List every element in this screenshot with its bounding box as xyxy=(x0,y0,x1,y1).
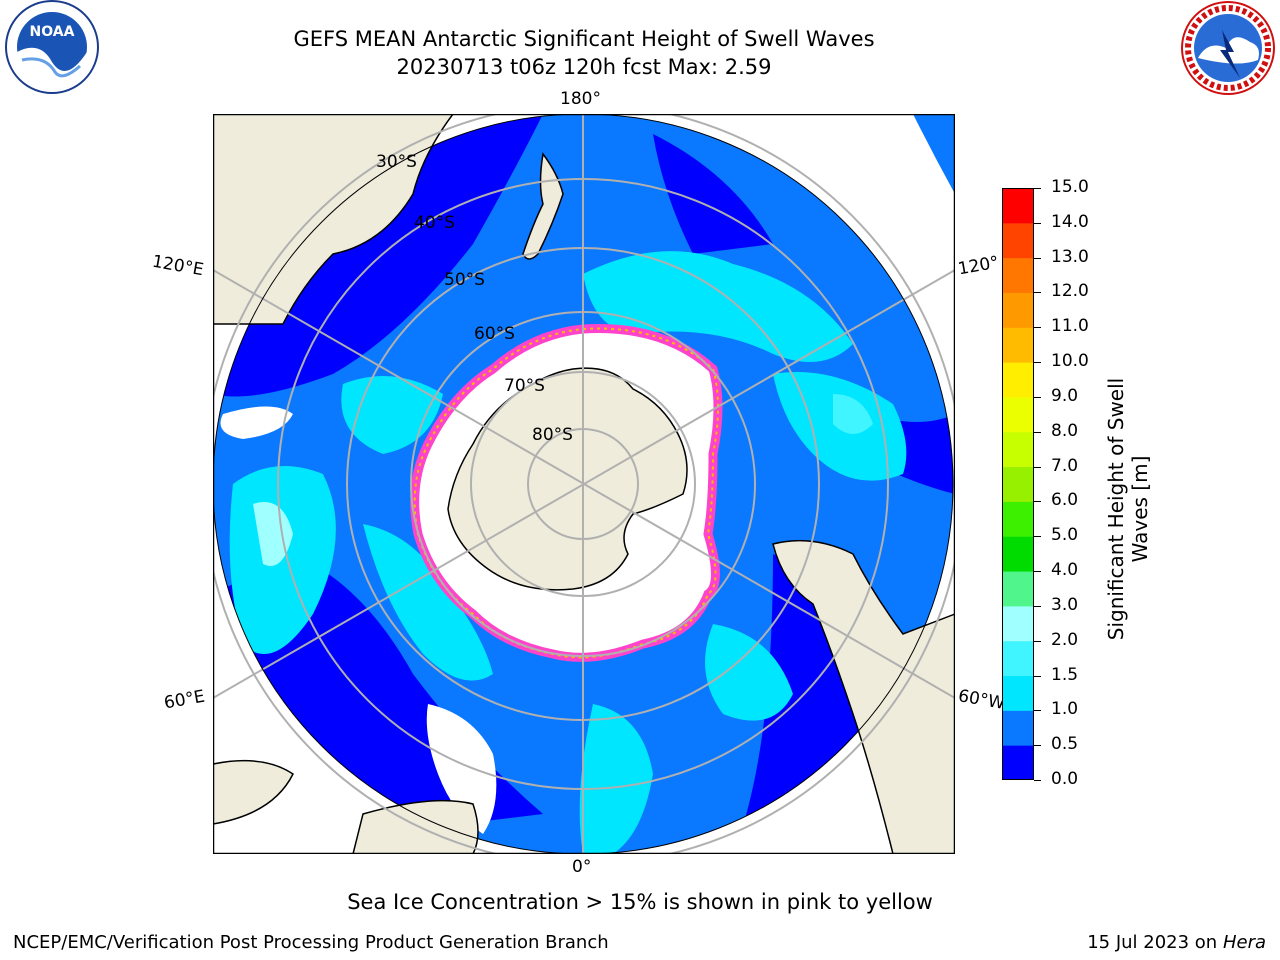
graticule xyxy=(213,114,955,854)
colorbar xyxy=(1002,188,1034,780)
colorbar-tick-mark xyxy=(1034,396,1041,398)
lon-label-120w: 120° xyxy=(956,252,1001,280)
colorbar-tick-label: 4.0 xyxy=(1051,560,1079,581)
colorbar-segment xyxy=(1002,745,1034,780)
lat-label-50s: 50°S xyxy=(444,270,485,290)
footer-date-text: 15 Jul 2023 on xyxy=(1087,932,1223,953)
noaa-logo: NOAA xyxy=(5,0,99,94)
map-title: GEFS MEAN Antarctic Significant Height o… xyxy=(293,27,875,51)
colorbar-tick-label: 2.0 xyxy=(1051,629,1079,650)
colorbar-tick-mark xyxy=(1034,675,1041,677)
colorbar-tick-mark xyxy=(1034,327,1041,329)
colorbar-tick-label: 11.0 xyxy=(1051,316,1089,337)
colorbar-segment xyxy=(1002,501,1034,537)
colorbar-tick-label: 1.5 xyxy=(1051,664,1079,685)
colorbar-tick-label: 1.0 xyxy=(1051,699,1079,720)
colorbar-tick-label: 10.0 xyxy=(1051,351,1089,372)
colorbar-tick-label: 15.0 xyxy=(1051,177,1089,197)
colorbar-tick-mark xyxy=(1034,605,1041,607)
colorbar-segment xyxy=(1002,640,1034,677)
colorbar-tick-label: 14.0 xyxy=(1051,211,1089,232)
colorbar-tick-mark xyxy=(1034,536,1041,538)
colorbar-segment xyxy=(1002,605,1034,642)
sea-ice-note: Sea Ice Concentration > 15% is shown in … xyxy=(347,890,933,914)
colorbar-tick-mark xyxy=(1034,501,1041,503)
colorbar-tick-mark xyxy=(1034,188,1041,189)
colorbar-tick-mark xyxy=(1034,292,1041,294)
lon-label-120e: 120°E xyxy=(150,251,206,281)
colorbar-tick-label: 6.0 xyxy=(1051,490,1079,511)
colorbar-tick-mark xyxy=(1034,362,1041,364)
colorbar-segment xyxy=(1002,188,1034,224)
colorbar-tick-label: 0.0 xyxy=(1051,769,1079,789)
antarctica-land xyxy=(447,367,688,591)
colorbar-tick-label: 7.0 xyxy=(1051,455,1079,476)
colorbar-segment xyxy=(1002,431,1034,468)
footer-credit: NCEP/EMC/Verification Post Processing Pr… xyxy=(13,932,609,953)
colorbar-segment xyxy=(1002,292,1034,328)
colorbar-title: Significant Height of Swell Waves [m] xyxy=(1104,377,1152,641)
colorbar-segment xyxy=(1002,466,1034,502)
africa-land xyxy=(352,799,479,854)
colorbar-segment xyxy=(1002,536,1034,572)
lon-label-60w: 60°W xyxy=(956,686,1007,714)
colorbar-segment xyxy=(1002,362,1034,398)
colorbar-segment xyxy=(1002,710,1034,746)
colorbar-tick-label: 3.0 xyxy=(1051,594,1079,615)
map-subtitle: 20230713 t06z 120h fcst Max: 2.59 xyxy=(396,55,772,79)
colorbar-segment xyxy=(1002,675,1034,711)
nws-logo xyxy=(1181,1,1275,95)
madagascar-land xyxy=(213,759,294,825)
footer-date: 15 Jul 2023 on Hera xyxy=(1087,932,1266,953)
antarctic-swell-map xyxy=(213,114,955,854)
colorbar-tick-mark xyxy=(1034,431,1041,433)
lat-label-60s: 60°S xyxy=(474,324,515,344)
colorbar-tick-mark xyxy=(1034,257,1041,259)
lat-label-40s: 40°S xyxy=(414,213,455,233)
south-america-land xyxy=(772,539,955,854)
colorbar-tick-mark xyxy=(1034,710,1041,712)
lat-label-70s: 70°S xyxy=(504,376,545,396)
colorbar-tick-label: 13.0 xyxy=(1051,246,1089,267)
noaa-logo-text: NOAA xyxy=(30,24,75,40)
footer-host: Hera xyxy=(1222,932,1266,953)
colorbar-segment xyxy=(1002,257,1034,293)
colorbar-tick-label: 8.0 xyxy=(1051,420,1079,441)
colorbar-tick-mark xyxy=(1034,780,1041,781)
colorbar-segment xyxy=(1002,396,1034,433)
colorbar-tick-mark xyxy=(1034,745,1041,747)
colorbar-tick-label: 0.5 xyxy=(1051,734,1079,755)
colorbar-segment xyxy=(1002,571,1034,607)
colorbar-segment xyxy=(1002,327,1034,363)
lat-label-80s: 80°S xyxy=(532,425,573,445)
lon-label-60e: 60°E xyxy=(162,686,207,714)
colorbar-tick-mark xyxy=(1034,571,1041,573)
colorbar-tick-label: 5.0 xyxy=(1051,525,1079,546)
lat-label-30s: 30°S xyxy=(376,152,417,172)
lon-label-0: 0° xyxy=(572,857,592,877)
colorbar-tick-mark xyxy=(1034,466,1041,468)
colorbar-tick-mark xyxy=(1034,640,1041,642)
colorbar-tick-mark xyxy=(1034,222,1041,224)
colorbar-tick-label: 9.0 xyxy=(1051,385,1079,406)
lon-label-180: 180° xyxy=(560,89,601,109)
colorbar-segment xyxy=(1002,222,1034,259)
colorbar-tick-label: 12.0 xyxy=(1051,281,1089,302)
